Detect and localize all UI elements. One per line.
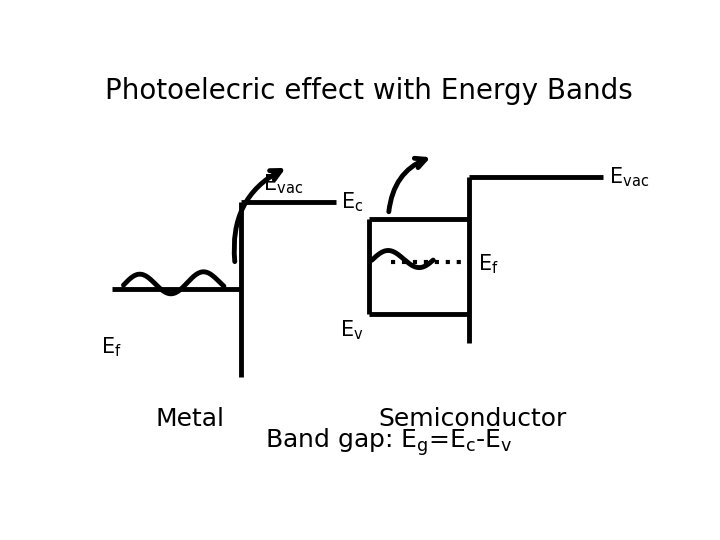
- Text: $\mathrm{E_f}$: $\mathrm{E_f}$: [101, 335, 122, 359]
- FancyArrowPatch shape: [389, 158, 426, 212]
- Text: $\mathrm{E_c}$: $\mathrm{E_c}$: [341, 191, 364, 214]
- Text: Semiconductor: Semiconductor: [378, 407, 567, 431]
- FancyArrowPatch shape: [234, 171, 281, 261]
- Text: Metal: Metal: [156, 407, 225, 431]
- Text: $\mathrm{E_{vac}}$: $\mathrm{E_{vac}}$: [263, 172, 303, 196]
- Text: $\mathrm{E_{vac}}$: $\mathrm{E_{vac}}$: [609, 165, 649, 189]
- Text: $\mathrm{E_v}$: $\mathrm{E_v}$: [340, 319, 364, 342]
- Text: Band gap: $\mathrm{E_g}$=$\mathrm{E_c}$-$\mathrm{E_v}$: Band gap: $\mathrm{E_g}$=$\mathrm{E_c}$-…: [265, 426, 513, 458]
- Text: Photoelecric effect with Energy Bands: Photoelecric effect with Energy Bands: [105, 77, 633, 105]
- Text: $\mathrm{E_f}$: $\mathrm{E_f}$: [478, 253, 499, 276]
